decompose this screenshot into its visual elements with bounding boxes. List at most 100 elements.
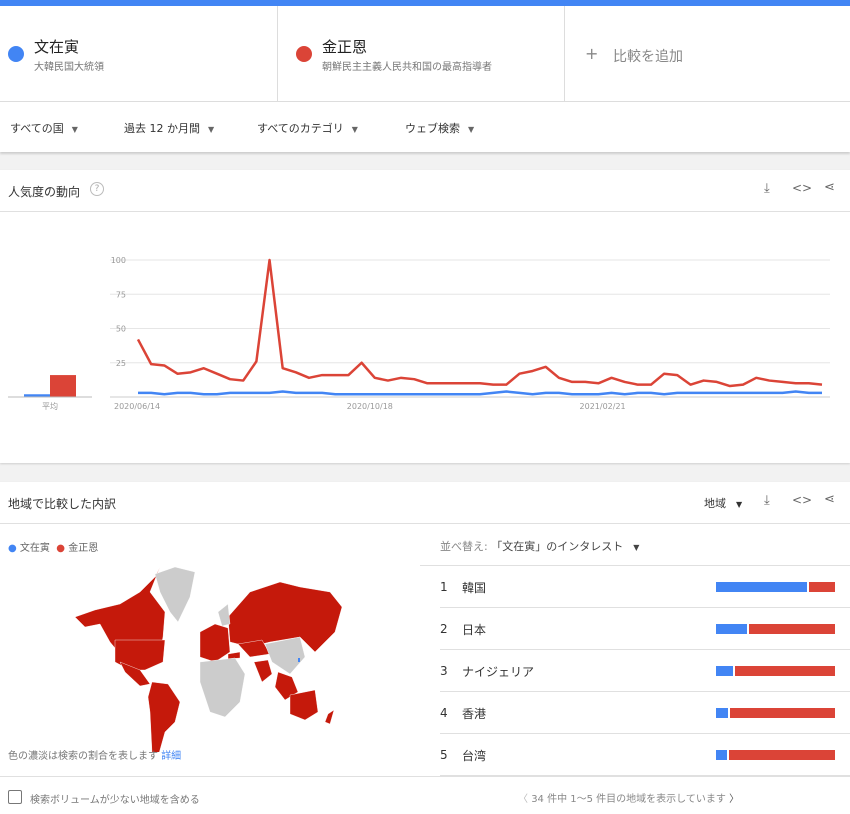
region-name: 韓国 [462, 581, 487, 595]
card-title: 人気度の動向 [8, 185, 81, 199]
region-dropdown[interactable]: 地域 ▼ [704, 495, 742, 511]
share-icon[interactable]: ⋖ [824, 492, 835, 507]
share-icon[interactable]: ⋖ [824, 180, 835, 195]
dropdown-arrow-icon: ▼ [736, 500, 743, 509]
map-legend: ● 文在寅 ● 金正恩 [8, 539, 98, 554]
term-name: 金正恩 [322, 38, 368, 56]
average-bar-2 [50, 375, 76, 397]
world-map[interactable] [0, 562, 420, 752]
region-name: 台湾 [462, 749, 487, 763]
series-line-1 [138, 390, 822, 396]
blue-share [716, 624, 750, 634]
card-title: 地域で比較した内訳 [8, 497, 117, 511]
y-tick-label: 75 [116, 290, 126, 299]
x-tick-label: 2020/06/14 [114, 402, 160, 411]
x-tick-label: 2020/10/18 [347, 402, 393, 411]
blue-share [716, 750, 730, 760]
blue-share [716, 708, 731, 718]
dropdown-arrow-icon: ▼ [351, 125, 358, 134]
compare-terms: 文在寅 大韓民国大統領 金正恩 朝鮮民主主義人民共和国の最高指導者 + 比較を追… [0, 6, 850, 102]
blue-dot-icon [8, 46, 24, 62]
ratio-bar [716, 582, 835, 592]
legend-item: 金正恩 [68, 543, 99, 554]
dropdown-arrow-icon: ▼ [208, 125, 215, 134]
divider [277, 6, 278, 102]
region-breakdown-card: 地域で比較した内訳 地域 ▼ ⤓ <> ⋖ ● 文在寅 ● 金正恩 色の濃淡は検索… [0, 482, 850, 814]
series-line-2 [136, 258, 823, 388]
rank: 3 [440, 664, 448, 678]
filter-label: すべての国 [10, 122, 64, 135]
filter-country[interactable]: すべての国 ▼ [10, 120, 78, 136]
average-label: 平均 [42, 401, 58, 411]
sort-value: 「文在寅」のインタレスト [491, 540, 624, 553]
term-subtitle: 朝鮮民主主義人民共和国の最高指導者 [322, 62, 492, 73]
ratio-bar [716, 666, 835, 676]
region-row[interactable]: 3 ナイジェリア [440, 650, 850, 692]
filter-bar: すべての国 ▼ 過去 12 か月間 ▼ すべてのカテゴリ ▼ ウェブ検索 ▼ [0, 102, 850, 152]
x-tick-label: 2021/02/21 [580, 402, 626, 411]
dropdown-arrow-icon: ▼ [71, 125, 78, 134]
filter-label: 過去 12 か月間 [124, 122, 200, 135]
dropdown-label: 地域 [704, 497, 726, 510]
y-tick-label: 50 [116, 325, 126, 334]
rank: 2 [440, 622, 448, 636]
region-name: 香港 [462, 707, 487, 721]
embed-icon[interactable]: <> [792, 493, 813, 507]
region-name: 日本 [462, 623, 487, 637]
ratio-bar [716, 624, 835, 634]
prev-page-icon[interactable]: 〈 [518, 794, 528, 805]
average-bar-1 [24, 394, 50, 397]
ratio-bar [716, 750, 835, 760]
download-icon[interactable]: ⤓ [764, 493, 770, 508]
blue-dot-icon: ● [8, 543, 17, 554]
sort-label: 並べ替え: [440, 540, 488, 553]
divider [0, 211, 850, 212]
filter-label: すべてのカテゴリ [257, 122, 344, 135]
region-row[interactable]: 1 韓国 [440, 566, 850, 608]
details-link[interactable]: 詳細 [161, 751, 182, 762]
add-compare-button[interactable]: + 比較を追加 [565, 6, 850, 102]
red-dot-icon [296, 46, 312, 62]
term-card-2[interactable]: 金正恩 朝鮮民主主義人民共和国の最高指導者 [278, 6, 564, 102]
pagination: 〈 34 件中 1～5 件目の地域を表示しています 〉 [518, 790, 739, 805]
y-tick-label: 100 [111, 256, 126, 265]
region-name: ナイジェリア [462, 665, 535, 679]
region-row[interactable]: 4 香港 [440, 692, 850, 734]
rank: 5 [440, 748, 448, 762]
rank: 1 [440, 580, 448, 594]
interest-over-time-card: 人気度の動向 ? ⤓ <> ⋖ 25 50 75 100 2020/06/14 2020/… [0, 170, 850, 463]
legend-item: 文在寅 [19, 543, 50, 554]
note-text: 色の濃淡は検索の割合を表します [8, 751, 158, 762]
y-tick-label: 25 [116, 359, 126, 368]
filter-label: ウェブ検索 [405, 122, 460, 135]
add-compare-label: 比較を追加 [613, 49, 683, 65]
help-icon[interactable]: ? [90, 182, 104, 196]
term-name: 文在寅 [34, 38, 80, 56]
filter-search-type[interactable]: ウェブ検索 ▼ [405, 120, 474, 136]
pagination-text: 34 件中 1～5 件目の地域を表示しています [531, 794, 726, 805]
dropdown-arrow-icon: ▼ [633, 543, 640, 552]
blue-share [716, 582, 809, 592]
region-row[interactable]: 5 台湾 [440, 734, 850, 776]
map-note: 色の濃淡は検索の割合を表します 詳細 [8, 747, 181, 762]
divider [564, 6, 565, 102]
embed-icon[interactable]: <> [792, 181, 813, 195]
filter-period[interactable]: 過去 12 か月間 ▼ [124, 120, 214, 136]
divider [420, 565, 850, 566]
term-card-1[interactable]: 文在寅 大韓民国大統領 [0, 6, 277, 102]
low-volume-checkbox[interactable] [8, 790, 22, 804]
dropdown-arrow-icon: ▼ [468, 125, 475, 134]
divider [0, 523, 850, 524]
download-icon[interactable]: ⤓ [764, 181, 770, 196]
trend-chart: 25 50 75 100 2020/06/14 2020/10/18 2021/02/21 平… [8, 256, 830, 411]
top-accent-bar [0, 0, 850, 6]
next-page-icon[interactable]: 〉 [729, 794, 740, 805]
red-dot-icon: ● [56, 543, 66, 554]
term-subtitle: 大韓民国大統領 [34, 62, 104, 73]
rank: 4 [440, 706, 448, 720]
filter-category[interactable]: すべてのカテゴリ ▼ [257, 120, 358, 136]
divider [0, 776, 850, 777]
sort-dropdown[interactable]: 並べ替え: 「文在寅」のインタレスト ▼ [440, 538, 639, 554]
plus-icon: + [585, 44, 599, 63]
region-row[interactable]: 2 日本 [440, 608, 850, 650]
